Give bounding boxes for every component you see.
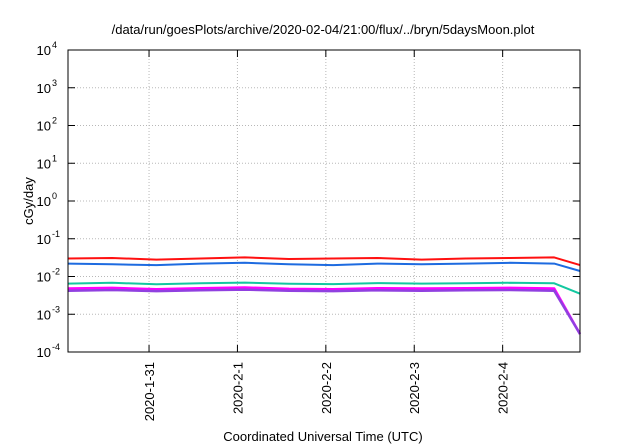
y-tick-label: 10 -4 [37, 342, 60, 360]
y-tick-label-exponent: -3 [52, 304, 60, 314]
y-tick-label: 10 -1 [37, 229, 60, 247]
chart-title: /data/run/goesPlots/archive/2020-02-04/2… [112, 22, 535, 37]
y-tick-label: 10 -2 [37, 267, 60, 285]
x-axis-label: Coordinated Universal Time (UTC) [223, 429, 422, 444]
y-tick-label: 10 2 [37, 116, 57, 134]
x-tick-label: 2020-2-2 [319, 362, 334, 414]
y-tick-label-base: 10 [37, 156, 51, 171]
series-line-1 [67, 256, 581, 267]
y-tick-label-base: 10 [37, 194, 51, 209]
y-tick-label-base: 10 [37, 345, 51, 360]
y-tick-label: 10 1 [37, 153, 57, 171]
x-tick-labels: 2020-1-31 2020-2-1 2020-2-2 2020-2-3 2020-2-… [142, 362, 511, 421]
y-tick-label-base: 10 [37, 270, 51, 285]
series-line-4 [67, 286, 582, 335]
y-tick-label: 10 4 [37, 40, 57, 58]
y-tick-label-exponent: 3 [52, 78, 57, 88]
y-tick-label: 10 0 [37, 191, 57, 209]
y-axis-label: cGy/day [21, 177, 36, 225]
y-tick-label: 10 3 [37, 78, 57, 96]
y-tick-label-exponent: 1 [52, 153, 57, 163]
series-line-3 [67, 281, 581, 295]
y-tick-label-base: 10 [37, 119, 51, 134]
y-tick-label-base: 10 [37, 232, 51, 247]
y-tick-label-exponent: 0 [52, 191, 57, 201]
x-tick-label: 2020-2-3 [407, 362, 422, 414]
y-tick-label-exponent: 4 [52, 40, 57, 50]
y-tick-label-exponent: -4 [52, 342, 60, 352]
grid-layer [68, 50, 580, 352]
y-tick-label-base: 10 [37, 307, 51, 322]
y-tick-label-exponent: -2 [52, 267, 60, 277]
tick-layer [68, 49, 580, 353]
y-tick-label-exponent: 2 [52, 116, 57, 126]
y-tick-label-base: 10 [37, 43, 51, 58]
y-tick-label: 10 -3 [37, 304, 60, 322]
y-tick-label-base: 10 [37, 81, 51, 96]
x-tick-label: 2020-1-31 [142, 362, 157, 421]
x-tick-label: 2020-2-1 [230, 362, 245, 414]
series-line-2 [67, 261, 581, 272]
y-tick-label-exponent: -1 [52, 229, 60, 239]
x-tick-label: 2020-2-4 [496, 362, 511, 414]
series-line-5 [67, 288, 582, 335]
series-layer [67, 256, 582, 335]
